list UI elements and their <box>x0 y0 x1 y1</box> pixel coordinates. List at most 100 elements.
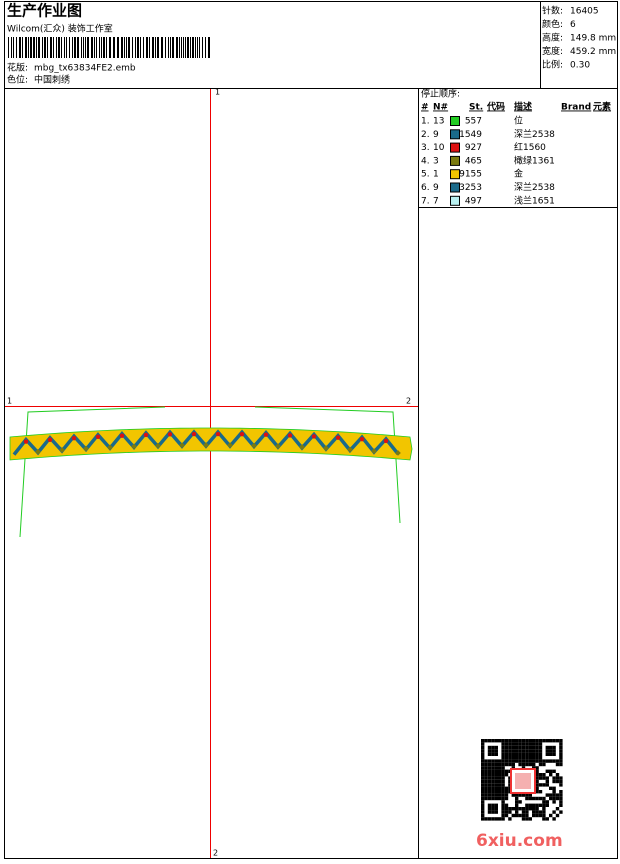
qr-module <box>542 817 546 821</box>
qr-module <box>498 739 502 743</box>
qr-module <box>508 779 512 784</box>
qr-module <box>538 749 543 753</box>
qr-module <box>515 752 519 756</box>
design-file: mbg_tx63834FE2.emb <box>34 64 136 74</box>
qr-module <box>535 796 539 801</box>
diamond <box>83 445 89 452</box>
qr-module <box>501 783 505 787</box>
qr-seal-inner <box>515 773 531 789</box>
qr-module <box>484 776 488 780</box>
qr-module <box>538 776 543 780</box>
qr-module <box>494 776 498 780</box>
qr-module <box>525 756 529 760</box>
axis-label: 2 <box>213 849 218 858</box>
bar-stripe <box>168 37 169 58</box>
qr-module <box>511 749 515 753</box>
qr-module <box>504 793 509 797</box>
bar-stripe <box>22 37 23 58</box>
qr-module <box>528 752 532 756</box>
qr-module <box>521 739 526 743</box>
qr-module <box>521 742 526 746</box>
qr-module <box>501 756 505 760</box>
qr-module <box>532 807 536 811</box>
qr-module <box>521 759 526 763</box>
flower <box>191 431 197 437</box>
qr-module <box>491 749 495 753</box>
qr-module <box>538 752 543 756</box>
qr-module <box>521 793 526 797</box>
qr-module <box>481 759 485 763</box>
qr-module <box>528 739 532 743</box>
qr-module <box>511 762 515 767</box>
qr-module <box>542 807 546 811</box>
color-swatch <box>450 195 460 206</box>
qr-module <box>501 786 505 790</box>
qr-module <box>549 796 553 801</box>
qr-module <box>542 783 546 787</box>
bar-stripe <box>152 37 154 58</box>
qr-module <box>532 762 536 767</box>
qr-module <box>484 796 488 801</box>
qr-module <box>501 749 505 753</box>
bar-stripe <box>64 37 65 58</box>
qr-module <box>511 766 515 770</box>
bar-stripe <box>126 37 127 58</box>
qr-module <box>552 776 556 780</box>
qr-module <box>487 776 492 780</box>
qr-module <box>518 745 522 750</box>
qr-module <box>542 759 546 763</box>
qr-module <box>494 807 498 811</box>
qr-module <box>484 793 488 797</box>
qr-module <box>494 759 498 763</box>
qr-module <box>535 807 539 811</box>
bar-stripe <box>161 37 163 58</box>
qr-module <box>494 752 498 756</box>
qr-module <box>511 793 515 797</box>
qr-module <box>525 742 529 746</box>
stat-value: 459.2 mm <box>570 47 616 57</box>
qr-module <box>518 739 522 743</box>
qr-module <box>515 759 519 763</box>
stat-value: 16405 <box>570 7 599 17</box>
qr-module <box>504 813 509 818</box>
qr-module <box>538 762 543 767</box>
flower <box>119 433 125 438</box>
qr-module <box>511 807 515 811</box>
qr-module <box>511 813 515 818</box>
bar-stripe <box>132 37 133 58</box>
qr-module <box>528 807 532 811</box>
qr-module <box>501 796 505 801</box>
qr-module <box>535 739 539 743</box>
qr-module <box>538 796 543 801</box>
bar-stripe <box>195 37 196 58</box>
flower <box>95 434 101 440</box>
qr-module <box>494 773 498 777</box>
bar-stripe <box>81 37 82 58</box>
qr-module <box>481 745 485 750</box>
qr-module <box>484 786 488 790</box>
qr-module <box>545 800 549 804</box>
bar-stripe <box>149 37 150 58</box>
watermark: 6xiu.com <box>476 831 563 851</box>
qr-module <box>501 742 505 746</box>
qr-module <box>481 810 485 814</box>
stat-value: 0.30 <box>570 61 590 71</box>
qr-module <box>487 769 492 773</box>
qr-module <box>511 739 515 743</box>
bar-stripe <box>172 37 174 58</box>
qr-module <box>535 790 539 794</box>
qr-module <box>487 752 492 756</box>
qr-module <box>528 756 532 760</box>
page-border <box>4 1 618 859</box>
qr-module <box>504 786 509 790</box>
qr-module <box>528 762 532 767</box>
qr-module <box>525 739 529 743</box>
qr-module <box>501 803 505 807</box>
qr-module <box>481 762 485 767</box>
qr-module <box>481 779 485 784</box>
qr-module <box>559 796 563 801</box>
qr-module <box>491 769 495 773</box>
qr-module <box>525 745 529 750</box>
qr-module <box>549 739 553 743</box>
stitches: 1549 <box>459 130 482 140</box>
